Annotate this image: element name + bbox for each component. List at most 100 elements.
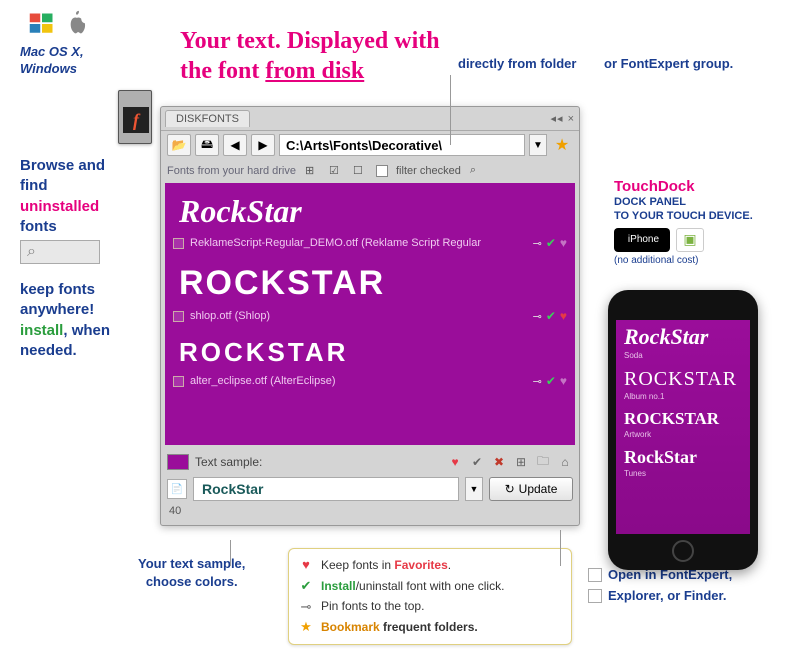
drive-icon[interactable]: 🖴 (195, 134, 219, 156)
pin-icon[interactable]: ⊸ (533, 375, 542, 388)
sample-dropdown[interactable]: ▼ (465, 477, 483, 501)
font-preview-1: RockStar (165, 183, 575, 234)
folder-open-icon[interactable]: 📂 (167, 134, 191, 156)
search-icon[interactable]: ⌕ (469, 163, 485, 179)
sample-label: Text sample: (195, 455, 262, 469)
t: fonts (20, 218, 57, 235)
t: anywhere! (20, 301, 94, 318)
t: /uninstall font with one click. (356, 579, 505, 593)
phone-sub: Tunes (616, 469, 750, 482)
install-icon[interactable]: ✔ (546, 236, 556, 250)
bookmark-icon[interactable]: ★ (551, 135, 573, 155)
font-preview-2: ROCKSTAR (165, 254, 575, 307)
tabbar-controls[interactable]: ◂◂ × (550, 112, 575, 125)
font-size-value: 40 (167, 503, 573, 517)
install-icon[interactable]: ✔ (546, 309, 556, 323)
search-icon: ⌕ (27, 243, 36, 261)
phone-row: ROCKSTAR (616, 364, 750, 392)
legend-box: ♥ Keep fonts in Favorites. ✔ Install/unins… (288, 548, 572, 645)
filter-label: filter checked (396, 165, 461, 177)
adobe-panel-stub: f (118, 90, 152, 144)
phone-screen: RockStar Soda ROCKSTAR Album no.1 ROCKST… (616, 320, 750, 534)
check-icon[interactable]: ✔ (469, 454, 485, 470)
t: needed. (20, 342, 77, 359)
phone-home-button (672, 540, 694, 562)
heart-icon[interactable]: ♥ (560, 236, 567, 250)
open-fe-icon[interactable]: ⊞ (513, 454, 529, 470)
pin-icon[interactable]: ⊸ (533, 310, 542, 323)
font-file: shlop.otf (Shlop) (190, 310, 270, 322)
toolbar-label: Fonts from your hard drive (167, 165, 296, 177)
tab-diskfonts[interactable]: DISKFONTS (165, 110, 250, 127)
install-icon[interactable]: ✔ (546, 374, 556, 388)
t: Keep fonts in (321, 558, 394, 572)
sub-directly: directly from folder (458, 56, 576, 71)
sample-bar: Text sample: ♥ ✔ ✖ ⊞ 🗀 ⌂ 📄 ▼ ↻Update 40 (161, 445, 579, 523)
font-row-1[interactable]: ReklameScript-Regular_DEMO.otf (Reklame … (165, 234, 575, 254)
os-label: Mac OS X, Windows (20, 44, 84, 78)
t: . (448, 558, 451, 572)
font-row-2[interactable]: shlop.otf (Shlop) ⊸ ✔ ♥ (165, 307, 575, 327)
font-checkbox[interactable] (173, 376, 184, 387)
pin-icon[interactable]: ⊸ (533, 237, 542, 250)
check-icon: ✔ (299, 576, 313, 597)
t: Favorites (394, 558, 447, 572)
font-file: alter_eclipse.otf (AlterEclipse) (190, 375, 336, 387)
uncheck-icon[interactable]: ☐ (352, 163, 368, 179)
heart-icon: ♥ (299, 555, 313, 576)
callout-open-in: Open in FontExpert, Explorer, or Finder. (588, 565, 732, 607)
heart-icon[interactable]: ♥ (447, 454, 463, 470)
sub-fontexpert: or FontExpert group. (604, 56, 733, 71)
t: uninstalled (20, 198, 99, 215)
explorer-icon[interactable]: 🗀 (535, 454, 551, 470)
t: frequent folders. (380, 620, 478, 634)
update-button[interactable]: ↻Update (489, 477, 573, 501)
color-swatch[interactable] (167, 454, 189, 470)
t: Install (321, 579, 356, 593)
headline: Your text. Displayed with the font from … (180, 26, 440, 86)
path-input[interactable] (279, 134, 525, 156)
font-row-3[interactable]: alter_eclipse.otf (AlterEclipse) ⊸ ✔ ♥ (165, 372, 575, 392)
phone-mock: RockStar Soda ROCKSTAR Album no.1 ROCKST… (608, 290, 758, 570)
fwd-icon[interactable]: ▶ (251, 134, 275, 156)
heart-icon[interactable]: ♥ (560, 309, 567, 323)
back-icon[interactable]: ◀ (223, 134, 247, 156)
diskfonts-panel: DISKFONTS ◂◂ × 📂 🖴 ◀ ▶ ▼ ★ Fonts from yo… (160, 106, 580, 526)
sample-text-input[interactable] (193, 477, 459, 501)
delete-icon[interactable]: ✖ (491, 454, 507, 470)
heart-icon[interactable]: ♥ (560, 374, 567, 388)
pin-icon: ⊸ (299, 597, 313, 618)
touchdock-box: TouchDock DOCK PANEL TO YOUR TOUCH DEVIC… (614, 178, 790, 266)
touchdock-sub1: DOCK PANEL (614, 195, 790, 209)
font-list: RockStar ReklameScript-Regular_DEMO.otf … (165, 183, 575, 445)
t: Browse and (20, 157, 105, 174)
font-checkbox[interactable] (173, 311, 184, 322)
path-bar: 📂 🖴 ◀ ▶ ▼ ★ (161, 131, 579, 159)
star-icon: ★ (299, 617, 313, 638)
font-preview-3: RockStar (165, 327, 575, 372)
filter-checkbox[interactable] (376, 165, 388, 177)
t: install (20, 322, 63, 339)
headline-line1: Your text. Displayed with (180, 28, 440, 54)
t: Explorer, or Finder. (608, 586, 726, 607)
phone-row: RockStar (616, 320, 750, 351)
finder-icon[interactable]: ⌂ (557, 454, 573, 470)
iphone-badge: iPhone (614, 228, 670, 252)
path-dropdown[interactable]: ▼ (529, 134, 547, 156)
font-checkbox[interactable] (173, 238, 184, 249)
tree-icon[interactable]: ⊞ (304, 163, 320, 179)
phone-row: RockStar (616, 443, 750, 469)
search-stub: ⌕ (20, 240, 100, 264)
flash-icon: f (123, 107, 149, 133)
headline-line2b: from disk (265, 58, 364, 84)
doc-icon[interactable]: 📄 (167, 479, 187, 499)
finder-icon (588, 589, 602, 603)
t: Update (519, 482, 558, 496)
phone-row: ROCKSTAR (616, 405, 750, 430)
check-icon[interactable]: ☑ (328, 163, 344, 179)
phone-sub: Artwork (616, 430, 750, 443)
android-badge: ▣ (676, 228, 704, 252)
toolbar: Fonts from your hard drive ⊞ ☑ ☐ filter … (161, 159, 579, 183)
fe-icon (588, 568, 602, 582)
headline-line2a: the font (180, 58, 265, 84)
